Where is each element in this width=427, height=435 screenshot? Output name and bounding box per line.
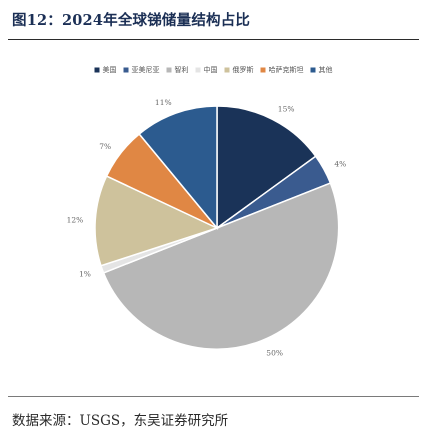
figure-title: 图12：2024年全球锑储量结构占比 [12,12,251,29]
legend-label-4: 俄罗斯 [233,65,254,74]
pie-slice-0 [216,105,317,230]
pie-slice-label-4: 12% [67,216,84,225]
title-divider [8,39,419,40]
pie-slice-label-5: 7% [99,142,111,151]
legend-swatch-0 [94,67,100,73]
legend-swatch-5 [260,67,266,73]
legend-swatch-3 [195,67,201,73]
pie-slice-4 [94,175,220,267]
legend-swatch-2 [166,67,172,73]
pie-slice-label-2: 50% [266,349,283,358]
chart-legend: 美国 亚美尼亚 智利 中国 俄罗斯 哈萨克斯坦 其他 [94,65,333,74]
legend-swatch-6 [310,67,316,73]
source-divider [8,396,419,397]
legend-label-3: 中国 [204,65,218,74]
pie-slice-6 [138,105,218,231]
pie-labels: 15% 4% 50% 1% 12% 7% 11% [67,98,347,358]
pie-slice-label-6: 11% [155,98,172,107]
pie-chart: 美国 亚美尼亚 智利 中国 俄罗斯 哈萨克斯坦 其他 15% 4% 50% 1% 12% 7% 11% [67,65,347,358]
pie-slice-2 [102,182,340,350]
legend-swatch-4 [224,67,230,73]
pie-slice-label-1: 4% [334,159,346,168]
legend-label-5: 哈萨克斯坦 [269,65,304,74]
legend-swatch-1 [123,67,129,73]
source-note: 数据来源：USGS，东吴证券研究所 [12,413,229,429]
legend-label-0: 美国 [103,65,117,74]
legend-label-2: 智利 [175,65,189,74]
pie-slice-label-0: 15% [278,105,295,114]
legend-label-6: 其他 [319,65,333,74]
pie-slices [94,105,340,350]
legend-label-1: 亚美尼亚 [132,65,160,74]
pie-slice-label-3: 1% [79,269,91,278]
